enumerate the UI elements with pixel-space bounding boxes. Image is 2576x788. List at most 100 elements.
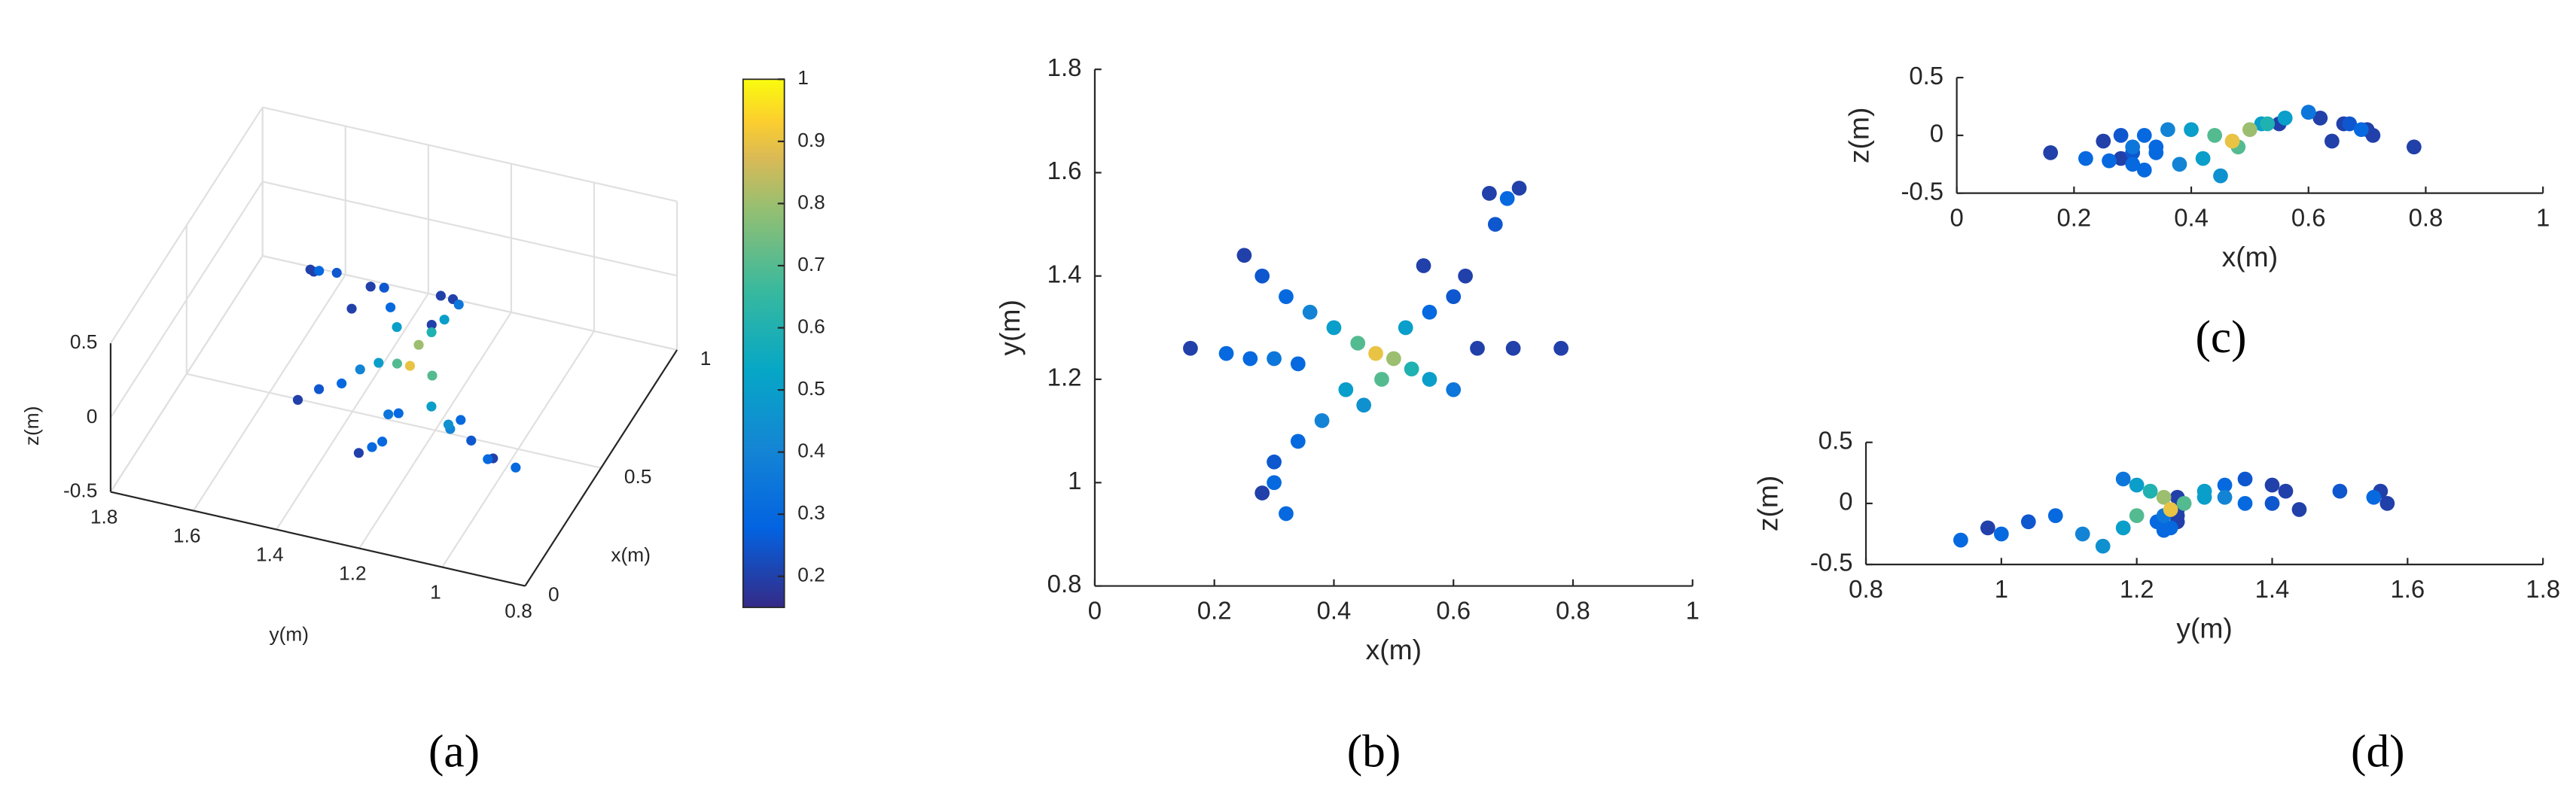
point	[2213, 168, 2228, 184]
x-axis-label: y(m)	[2176, 613, 2233, 644]
point	[2237, 496, 2253, 511]
grid-line	[276, 293, 429, 531]
point	[1236, 248, 1252, 263]
point	[379, 282, 389, 293]
y-tick-label: 0	[1930, 120, 1943, 148]
x-tick-label: 1	[2536, 203, 2550, 231]
point	[404, 361, 416, 371]
point	[2156, 489, 2172, 505]
point	[426, 401, 437, 412]
point	[2260, 116, 2276, 132]
point	[2142, 483, 2158, 499]
y-tick-label: 1.6	[173, 525, 201, 547]
x-tick-label: 1	[700, 347, 712, 370]
point	[426, 319, 437, 330]
point	[355, 364, 365, 375]
grid-line	[262, 254, 678, 351]
point	[392, 321, 402, 333]
point	[1374, 372, 1389, 387]
point	[2129, 508, 2145, 523]
point	[1218, 345, 1234, 361]
x-axis-label: x(m)	[2222, 241, 2279, 272]
y-tick-label: 0	[1839, 488, 1852, 516]
point	[1314, 413, 1330, 428]
point	[2324, 133, 2340, 149]
point	[483, 454, 493, 464]
y-tick-label: 1.8	[1047, 53, 1082, 81]
point	[1470, 340, 1485, 356]
point	[1511, 181, 1527, 196]
point	[2047, 508, 2063, 523]
y-tick-label: 1.4	[256, 543, 284, 566]
point	[2277, 110, 2293, 126]
point	[2148, 139, 2164, 155]
point	[443, 419, 454, 430]
grid-line	[262, 106, 678, 202]
y-axis-label: y(m)	[269, 622, 309, 645]
x-tick-label: 0	[548, 583, 559, 606]
grid-line	[193, 274, 346, 512]
point	[1422, 372, 1437, 387]
point	[2407, 139, 2422, 155]
point	[2043, 145, 2059, 160]
point	[1267, 475, 1282, 491]
x-tick-label: 0.2	[1197, 596, 1232, 624]
point	[2102, 153, 2117, 169]
y-tick-label: -0.5	[1810, 549, 1853, 577]
point	[511, 462, 521, 473]
point	[456, 415, 466, 425]
point	[314, 266, 325, 276]
point	[466, 435, 477, 446]
point	[1499, 190, 1515, 206]
y-tick-label: -0.5	[1901, 177, 1943, 205]
point	[353, 448, 364, 458]
point	[1368, 345, 1383, 361]
point	[439, 315, 450, 325]
x-axis-label: x(m)	[611, 543, 651, 566]
colorbar-tick-label: 0.2	[797, 564, 825, 586]
colorbar	[742, 78, 785, 608]
point	[1338, 382, 1354, 397]
point	[1458, 268, 1473, 284]
point	[386, 302, 396, 312]
point	[453, 300, 464, 310]
point	[2278, 483, 2294, 499]
y-tick-label: 1	[1068, 467, 1081, 494]
point	[2113, 151, 2129, 166]
x-tick-label: 1	[1686, 596, 1700, 624]
y-tick-label: 1.2	[1047, 364, 1082, 391]
x-tick-label: 0.4	[1317, 596, 1352, 624]
point	[377, 437, 388, 447]
point	[373, 357, 384, 368]
point	[2217, 477, 2233, 493]
point	[1487, 217, 1503, 232]
point	[346, 303, 357, 314]
point	[1326, 320, 1342, 336]
point	[1254, 268, 1270, 284]
point	[2365, 127, 2381, 143]
point	[2195, 151, 2211, 166]
x-tick-label: 0	[1088, 596, 1102, 624]
z-axis-label: z(m)	[20, 406, 43, 446]
x-tick-label: 0.2	[2056, 203, 2091, 231]
y-axis	[110, 491, 526, 587]
point	[2224, 133, 2240, 149]
y-tick-label: 1.4	[1047, 260, 1082, 288]
point	[1993, 526, 2009, 542]
panel-label: (d)	[2351, 726, 2405, 777]
point	[365, 281, 376, 292]
point	[1553, 340, 1568, 356]
point	[2237, 471, 2253, 487]
x-tick-label: 0.8	[1849, 575, 1883, 603]
y-tick-label: 0.5	[1909, 62, 1943, 90]
point	[2342, 116, 2358, 132]
point	[435, 291, 446, 301]
y-tick-label: 1.6	[1047, 157, 1082, 184]
x-tick-label: 0.6	[2291, 203, 2326, 231]
point	[2160, 122, 2175, 138]
point	[1279, 506, 1294, 522]
point	[1386, 351, 1401, 367]
point	[2207, 127, 2223, 143]
point	[2136, 127, 2152, 143]
x-tick-label: 0.8	[2409, 203, 2443, 231]
